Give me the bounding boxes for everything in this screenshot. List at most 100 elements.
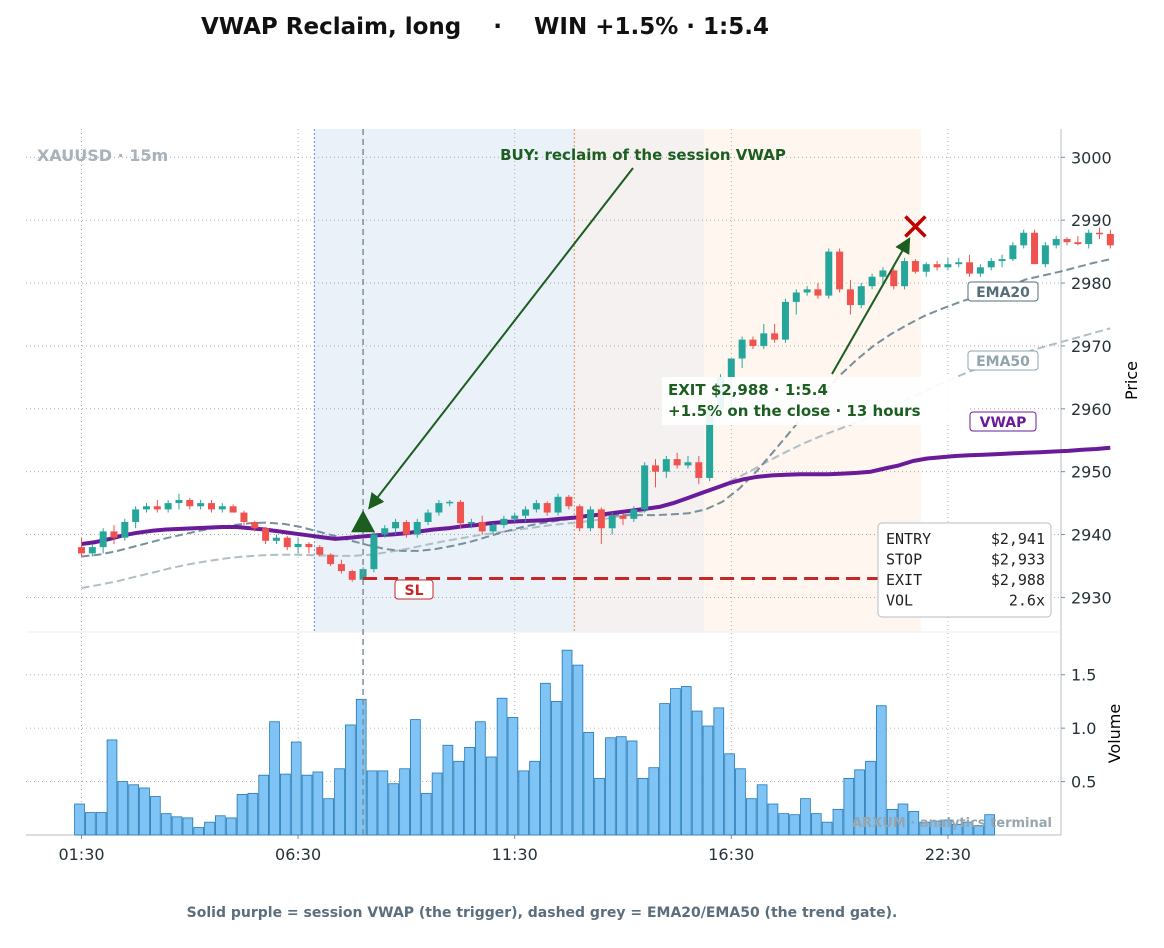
candle-up bbox=[197, 503, 205, 507]
volume-bar bbox=[399, 768, 410, 836]
candle-down bbox=[478, 521, 486, 532]
stats-value: $2,941 bbox=[991, 530, 1045, 548]
volume-bar bbox=[572, 664, 584, 836]
volume-bar bbox=[388, 783, 400, 836]
candle-up bbox=[684, 462, 692, 466]
zone-0 bbox=[314, 129, 575, 632]
candle-down bbox=[1074, 242, 1082, 245]
price-tick-label: 3000 bbox=[1071, 148, 1112, 167]
candle-down bbox=[305, 543, 313, 548]
candle-down bbox=[836, 251, 844, 290]
volume-tick-label: 1.5 bbox=[1071, 666, 1096, 685]
candle-down bbox=[229, 506, 237, 513]
candle-down bbox=[890, 270, 898, 287]
exit-annotation-bg bbox=[662, 377, 968, 425]
volume-bar bbox=[95, 812, 107, 836]
buy-triangle-icon bbox=[351, 510, 376, 533]
volume-bar bbox=[150, 796, 161, 836]
volume-bar bbox=[908, 811, 920, 836]
candle-up bbox=[857, 286, 865, 306]
volume-bar bbox=[518, 770, 530, 836]
volume-bar bbox=[420, 792, 432, 836]
candle-up bbox=[1085, 232, 1093, 245]
volume-bar bbox=[854, 769, 865, 836]
candle-down bbox=[457, 501, 465, 524]
candle-up bbox=[392, 521, 400, 529]
volume-bar bbox=[366, 770, 378, 836]
volume-bar bbox=[290, 741, 302, 836]
candle-down bbox=[651, 465, 659, 472]
volume-bar bbox=[919, 821, 930, 836]
volume-bar bbox=[236, 794, 248, 836]
volume-bar bbox=[85, 812, 96, 836]
candle-down bbox=[327, 554, 335, 565]
volume-bar bbox=[247, 792, 259, 836]
candle-down bbox=[695, 462, 703, 478]
candle-up bbox=[500, 518, 508, 526]
volume-bar bbox=[540, 682, 551, 836]
volume-bars bbox=[74, 649, 995, 836]
candle-down bbox=[771, 333, 779, 340]
candle-down bbox=[911, 261, 919, 272]
brand-watermark: ARXUM · analytics terminal bbox=[852, 816, 1052, 831]
volume-bar bbox=[789, 814, 800, 836]
candle-up bbox=[424, 512, 432, 522]
volume-bar bbox=[756, 784, 768, 836]
volume-bar bbox=[832, 808, 844, 836]
candle-up bbox=[121, 521, 129, 538]
volume-bar bbox=[485, 756, 497, 836]
volume-bar bbox=[193, 827, 205, 836]
volume-bar bbox=[670, 688, 681, 836]
vwap-label-box bbox=[969, 411, 1037, 432]
candle-up bbox=[922, 264, 930, 272]
candle-down bbox=[673, 459, 681, 466]
volume-bar bbox=[897, 803, 909, 836]
ema50-label-box bbox=[967, 350, 1039, 371]
volume-bar bbox=[301, 774, 313, 836]
volume-bar bbox=[312, 771, 324, 836]
candle-up bbox=[792, 292, 800, 302]
candle-down bbox=[283, 537, 291, 548]
price-tick-label: 2990 bbox=[1071, 211, 1112, 230]
time-tick-label: 16:30 bbox=[708, 845, 754, 864]
stats-label: ENTRY bbox=[886, 530, 931, 548]
candle-down bbox=[153, 506, 161, 510]
exit-arrow bbox=[831, 237, 911, 375]
chart-labels: BUY: reclaim of the session VWAP EXIT $2,… bbox=[394, 146, 1052, 618]
volume-bar bbox=[886, 808, 898, 836]
volume-bar bbox=[74, 803, 85, 836]
candle-down bbox=[1096, 232, 1104, 235]
candle-up bbox=[738, 339, 746, 359]
volume-tick-label: 1.0 bbox=[1071, 719, 1096, 738]
volume-bar bbox=[984, 814, 995, 836]
candle-down bbox=[240, 512, 248, 522]
candle-up bbox=[554, 496, 562, 513]
candle-down bbox=[186, 499, 194, 507]
candle-up bbox=[976, 267, 984, 274]
candle-down bbox=[933, 264, 941, 268]
candle-up bbox=[381, 528, 389, 535]
volume-bar bbox=[745, 798, 757, 836]
buy-annotation: BUY: reclaim of the session VWAP bbox=[500, 146, 786, 164]
time-tick-label: 01:30 bbox=[58, 845, 104, 864]
ema20-label-box bbox=[967, 281, 1039, 302]
candle-up bbox=[727, 358, 735, 378]
ema50-label: EMA50 bbox=[976, 354, 1030, 370]
candle-down bbox=[78, 547, 85, 554]
stats-box bbox=[877, 522, 1052, 618]
candle-up bbox=[142, 506, 150, 510]
candle-down bbox=[207, 503, 215, 510]
volume-bar bbox=[529, 760, 540, 836]
candle-up bbox=[1041, 245, 1049, 265]
candle-down bbox=[619, 515, 627, 519]
vwap-line bbox=[81, 445, 1111, 546]
candle-up bbox=[803, 289, 811, 293]
candle-up bbox=[781, 301, 789, 340]
candle-down bbox=[576, 506, 584, 529]
candle-down bbox=[814, 289, 822, 296]
stats-label: VOL bbox=[886, 592, 913, 610]
buy-arrow bbox=[368, 167, 634, 510]
candle-down bbox=[846, 289, 854, 306]
volume-bar bbox=[659, 703, 670, 836]
candle-down bbox=[110, 531, 118, 538]
